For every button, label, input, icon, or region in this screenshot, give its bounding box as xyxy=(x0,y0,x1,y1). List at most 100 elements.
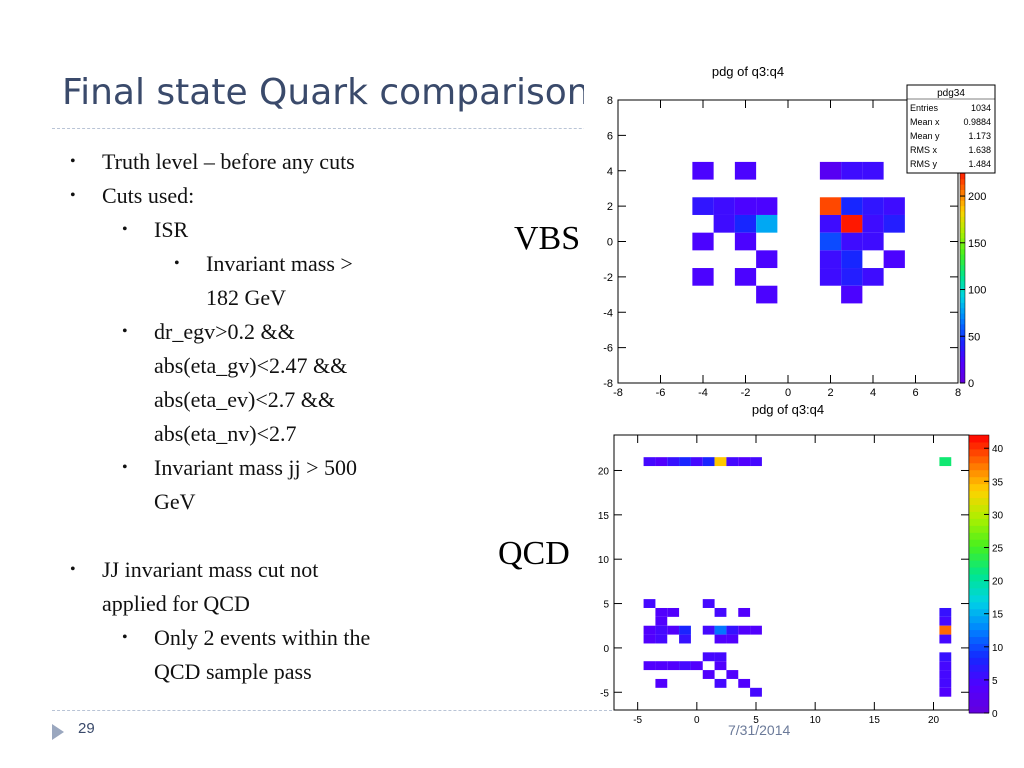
colorbar-tick-label: 0 xyxy=(992,709,998,720)
heatmap-cell xyxy=(734,214,757,233)
x-tick-label: 10 xyxy=(810,715,822,725)
title-divider xyxy=(52,128,652,129)
colorbar-segment xyxy=(969,622,989,631)
stats-label: RMS x xyxy=(910,145,938,155)
colorbar-segment xyxy=(960,205,965,212)
colorbar-segment xyxy=(960,280,965,287)
bullet-spacer xyxy=(70,519,470,553)
heatmap-cell xyxy=(679,634,691,644)
stats-value: 1.173 xyxy=(968,131,991,141)
colorbar-segment xyxy=(960,366,965,373)
colorbar-segment xyxy=(960,334,965,341)
bullet-text: JJ invariant mass cut not xyxy=(102,557,319,582)
colorbar-segment xyxy=(960,291,965,298)
bullet-text: GeV xyxy=(154,489,196,514)
heatmap-cell xyxy=(750,457,762,467)
qcd-label: QCD xyxy=(498,535,570,572)
colorbar-segment xyxy=(960,200,965,207)
heatmap-cell xyxy=(714,634,727,644)
heatmap-cell xyxy=(655,661,668,671)
stats-value: 1.638 xyxy=(968,145,991,155)
colorbar-segment xyxy=(969,650,989,658)
bullet-item: • Invariant mass > xyxy=(70,247,470,281)
bullet-item: • JJ invariant mass cut not xyxy=(70,553,470,587)
colorbar-segment xyxy=(969,476,989,485)
y-tick-label: -8 xyxy=(603,378,613,390)
heatmap-cell xyxy=(643,625,656,635)
colorbar-segment xyxy=(969,601,989,610)
bullet-text: Truth level – before any cuts xyxy=(102,149,355,174)
colorbar-segment xyxy=(960,254,965,260)
bullet-item: • Cuts used: xyxy=(70,179,470,213)
colorbar-tick-label: 35 xyxy=(992,477,1004,488)
colorbar-frame xyxy=(968,434,990,714)
colorbar-tick-label: 0 xyxy=(968,378,974,390)
colorbar-segment xyxy=(969,664,989,672)
colorbar-segment xyxy=(969,511,989,519)
x-tick-label: 0 xyxy=(694,715,700,725)
colorbar-tick-label: 10 xyxy=(992,643,1004,654)
x-tick-label: -6 xyxy=(656,387,666,399)
bullet-text: Invariant mass > xyxy=(206,251,353,276)
colorbar-segment xyxy=(960,173,965,180)
heatmap-cell xyxy=(819,197,842,215)
bullet-dot-icon: • xyxy=(122,323,128,340)
y-tick-label: 10 xyxy=(598,555,610,566)
heatmap-cell xyxy=(756,250,778,269)
bullet-text: QCD sample pass xyxy=(154,659,312,684)
heatmap-cell xyxy=(714,625,727,635)
colorbar-segment xyxy=(969,671,989,679)
bullet-dot-icon: • xyxy=(70,561,76,578)
page-arrow-icon xyxy=(52,724,64,740)
slide-title: Final state Quark comparison xyxy=(62,72,590,113)
colorbar-segment xyxy=(969,636,989,644)
bullet-item: • Invariant mass jj > 500 xyxy=(70,451,470,485)
colorbar-segment xyxy=(960,297,965,303)
colorbar-segment xyxy=(969,532,989,540)
y-tick-label: 15 xyxy=(598,511,610,522)
heatmap-cell xyxy=(726,634,739,644)
heatmap-cell xyxy=(819,268,842,286)
heatmap-cell xyxy=(862,197,884,215)
heatmap-cell xyxy=(841,268,863,286)
colorbar-segment xyxy=(969,615,989,624)
colorbar-tick-label: 5 xyxy=(992,676,998,687)
x-tick-label: 0 xyxy=(785,387,791,399)
heatmap-cell xyxy=(841,250,863,269)
heatmap-cell xyxy=(679,457,691,467)
heatmap-cell xyxy=(714,652,727,662)
colorbar-segment xyxy=(969,483,989,492)
heatmap-cell xyxy=(690,457,703,467)
colorbar-segment xyxy=(969,504,989,512)
colorbar-segment xyxy=(969,490,989,499)
x-tick-label: -8 xyxy=(613,387,623,399)
heatmap-cell xyxy=(667,661,680,671)
y-tick-label: -4 xyxy=(603,307,613,319)
y-tick-label: 5 xyxy=(603,600,609,611)
bullet-continuation: abs(eta_nv)<2.7 xyxy=(70,417,470,451)
heatmap-cell xyxy=(819,214,842,233)
heatmap-cell xyxy=(734,268,757,286)
heatmap-cell xyxy=(819,161,842,180)
heatmap-cell xyxy=(655,625,668,635)
vbs-label: VBS xyxy=(514,220,581,257)
colorbar-segment xyxy=(969,706,989,714)
x-tick-label: 2 xyxy=(827,387,833,399)
heatmap-cell xyxy=(862,232,884,251)
bullet-text: dr_egv>0.2 && xyxy=(154,319,295,344)
stats-value: 0.9884 xyxy=(963,117,991,127)
y-tick-label: 6 xyxy=(607,130,613,142)
y-tick-label: 0 xyxy=(607,237,613,249)
colorbar-segment xyxy=(969,580,989,589)
colorbar-segment xyxy=(960,356,965,362)
colorbar-segment xyxy=(969,685,989,693)
colorbar-segment xyxy=(969,525,989,533)
heatmap-cell xyxy=(643,634,656,644)
y-tick-label: 8 xyxy=(607,95,613,107)
colorbar-segment xyxy=(960,211,965,217)
heatmap-cell xyxy=(841,197,863,215)
heatmap-cell xyxy=(862,161,884,180)
y-tick-label: 0 xyxy=(603,644,609,655)
colorbar-segment xyxy=(969,462,989,471)
heatmap-cell xyxy=(655,457,668,467)
